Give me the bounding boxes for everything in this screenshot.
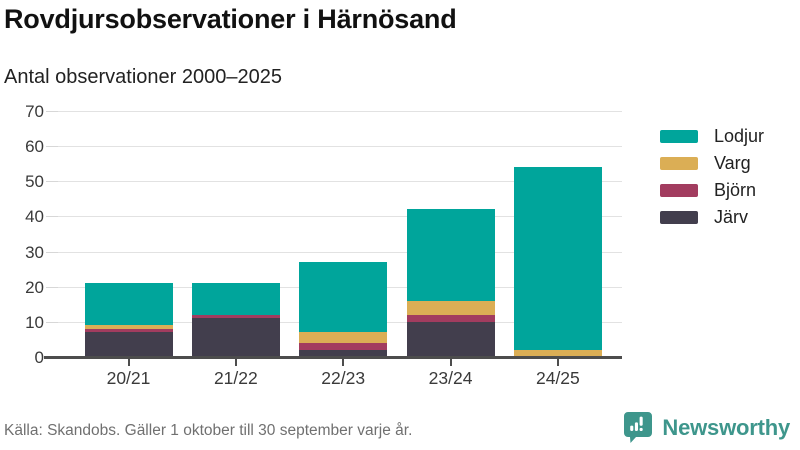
gridline-60 [58, 146, 622, 148]
bar-segment-lodjur-22-23 [299, 262, 388, 333]
y-axis-tick-50 [46, 181, 58, 183]
bar-segment-varg-24-25 [513, 349, 602, 357]
y-axis-label-20: 20 [25, 277, 44, 297]
legend-item-järv: Järv [660, 207, 764, 227]
source-note: Källa: Skandobs. Gäller 1 oktober till 3… [4, 422, 413, 439]
bar-segment-varg-23-24 [406, 300, 495, 315]
chart-legend: Lodjur Varg Björn Järv [660, 126, 764, 238]
bar-segment-lodjur-24-25 [513, 167, 602, 350]
x-axis-label-21-22: 21/22 [213, 368, 258, 388]
x-axis-tick-23-24 [449, 358, 452, 366]
legend-label-varg: Varg [714, 153, 751, 173]
y-axis-label-0: 0 [34, 348, 44, 367]
legend-item-björn: Björn [660, 180, 764, 200]
bar-segment-varg-20-21 [84, 325, 173, 329]
bar-segment-björn-21-22 [191, 314, 280, 319]
x-axis-line [44, 356, 622, 359]
gridline-40 [58, 216, 622, 218]
y-axis-tick-40 [46, 216, 58, 218]
y-axis-label-50: 50 [25, 172, 44, 192]
y-axis-label-40: 40 [25, 207, 44, 227]
legend-label-björn: Björn [714, 180, 757, 200]
legend-item-varg: Varg [660, 153, 764, 173]
page-title: Rovdjursobservationer i Härnösand [4, 4, 457, 34]
y-axis-label-60: 60 [25, 137, 44, 157]
legend-label-järv: Järv [714, 207, 749, 227]
bar-segment-järv-23-24 [406, 321, 495, 357]
y-axis-label-70: 70 [25, 102, 44, 121]
bar-segment-björn-23-24 [406, 314, 495, 322]
y-axis-tick-20 [46, 286, 58, 288]
newsworthy-logo-icon [623, 411, 654, 444]
y-axis-label-30: 30 [25, 242, 44, 262]
y-axis-tick-70 [46, 111, 58, 112]
y-axis-tick-60 [46, 146, 58, 148]
y-axis-tick-30 [46, 251, 58, 253]
x-axis-label-24-25: 24/25 [535, 368, 580, 388]
bar-segment-björn-22-23 [299, 342, 388, 350]
x-axis-label-22-23: 22/23 [321, 368, 366, 388]
legend-swatch-lodjur [660, 130, 698, 143]
gridline-50 [58, 181, 622, 183]
bar-segment-björn-20-21 [84, 328, 173, 333]
bar-segment-järv-21-22 [191, 318, 280, 357]
brand-lockup: Newsworthy [623, 411, 790, 444]
bar-segment-lodjur-20-21 [84, 283, 173, 326]
legend-label-lodjur: Lodjur [714, 126, 765, 146]
bar-segment-lodjur-21-22 [191, 283, 280, 315]
chart-subtitle: Antal observationer 2000–2025 [4, 66, 282, 88]
legend-swatch-varg [660, 157, 698, 170]
legend-swatch-björn [660, 184, 698, 197]
x-axis-label-20-21: 20/21 [106, 368, 151, 388]
x-axis-tick-24-25 [556, 358, 559, 366]
brand-name: Newsworthy [662, 414, 790, 440]
x-axis-tick-21-22 [234, 358, 237, 366]
x-axis-label-23-24: 23/24 [428, 368, 473, 388]
x-axis-tick-22-23 [342, 358, 345, 366]
legend-item-lodjur: Lodjur [660, 126, 764, 146]
bar-segment-lodjur-23-24 [406, 209, 495, 301]
y-axis-label-10: 10 [25, 312, 44, 332]
bar-segment-järv-22-23 [299, 349, 388, 357]
gridline-30 [58, 251, 622, 253]
bar-segment-järv-20-21 [84, 332, 173, 357]
y-axis-tick-10 [46, 321, 58, 323]
gridline-70 [58, 111, 622, 112]
x-axis-tick-20-21 [127, 358, 130, 366]
bar-segment-varg-22-23 [299, 332, 388, 343]
legend-swatch-järv [660, 211, 698, 224]
